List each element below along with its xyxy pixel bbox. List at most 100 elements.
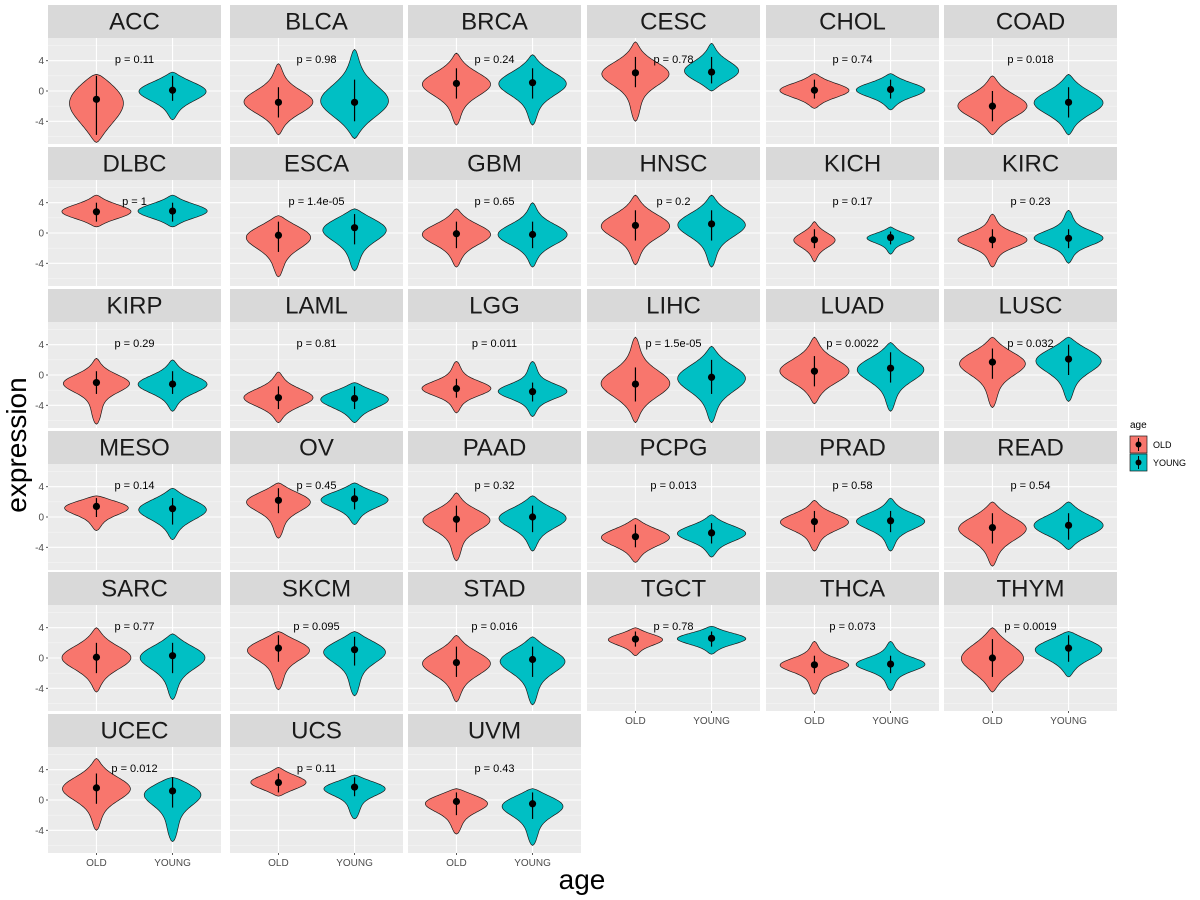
- median-point-young: [1064, 355, 1073, 363]
- p-value-label: p = 0.2: [657, 196, 691, 208]
- strip-label: ACC: [109, 9, 160, 36]
- median-point-young: [528, 800, 537, 808]
- strip-label: SARC: [101, 576, 168, 603]
- median-point-old: [92, 378, 101, 387]
- strip-label: CESC: [640, 9, 707, 36]
- median-point-young: [350, 394, 359, 403]
- median-point-old: [631, 69, 640, 77]
- y-tick-label: 4: [38, 198, 44, 209]
- strip-background: [587, 431, 760, 464]
- y-axis-title: expression: [1, 377, 32, 512]
- panel-hnsc: HNSC p = 0.2: [587, 147, 760, 286]
- p-value-label: p = 0.032: [1007, 338, 1053, 350]
- strip-label: UCS: [291, 718, 342, 745]
- violin-young: [323, 774, 386, 820]
- strip-label: DLBC: [102, 151, 166, 178]
- x-tick-label: OLD: [982, 716, 1003, 727]
- panel-ucec: UCEC 4 0 -4 p = 0.012 OLD YOUNG: [35, 714, 221, 869]
- panel-chol: CHOL p = 0.74: [766, 5, 939, 144]
- strip-label: PAAD: [463, 435, 527, 462]
- strip-background: [587, 572, 760, 605]
- median-point-young: [528, 388, 537, 396]
- x-tick-label: YOUNG: [1050, 716, 1087, 727]
- legend-label: YOUNG: [1153, 458, 1186, 468]
- median-point-young: [707, 68, 716, 76]
- strip-label: KIRP: [106, 293, 162, 320]
- p-value-label: p = 0.073: [829, 621, 875, 633]
- panel-read: READ p = 0.54: [944, 431, 1117, 570]
- median-point-old: [810, 367, 819, 375]
- p-value-label: p = 0.74: [832, 54, 872, 66]
- p-value-label: p = 1.5e-05: [646, 338, 702, 350]
- legend: age OLD YOUNG: [1129, 420, 1186, 472]
- median-point-old: [452, 658, 461, 667]
- strip-background: [766, 572, 939, 605]
- p-value-label: p = 1: [122, 196, 147, 208]
- strip-background: [766, 431, 939, 464]
- strip-label: ESCA: [284, 151, 349, 178]
- y-tick-label: 4: [38, 765, 44, 776]
- x-tick-label: YOUNG: [336, 858, 373, 869]
- p-value-label: p = 0.016: [471, 621, 517, 633]
- median-point-old: [92, 653, 101, 661]
- y-tick-label: -4: [35, 543, 44, 554]
- panel-lihc: LIHC p = 1.5e-05: [587, 289, 760, 428]
- median-point-young: [886, 364, 895, 372]
- strip-background: [408, 572, 581, 605]
- p-value-label: p = 0.45: [296, 480, 336, 492]
- median-point-young: [707, 373, 716, 381]
- p-value-label: p = 0.98: [296, 54, 336, 66]
- median-point-young: [350, 224, 359, 232]
- median-point-young: [707, 634, 716, 642]
- y-tick-label: 0: [38, 513, 44, 524]
- median-point-young: [1064, 521, 1073, 529]
- panel-sarc: SARC 4 0 -4 p = 0.77: [35, 572, 221, 711]
- y-tick-label: 0: [38, 229, 44, 240]
- median-point-old: [92, 502, 101, 510]
- median-point-old: [274, 394, 283, 402]
- x-tick-label: OLD: [268, 858, 289, 869]
- median-point-old: [810, 661, 819, 669]
- p-value-label: p = 0.77: [114, 621, 154, 633]
- panel-dlbc: DLBC 4 0 -4 p = 1: [35, 147, 221, 286]
- strip-background: [766, 147, 939, 180]
- strip-background: [408, 5, 581, 38]
- y-tick-label: 4: [38, 623, 44, 634]
- p-value-label: p = 0.011: [472, 338, 517, 350]
- median-point-young: [528, 79, 537, 87]
- p-value-label: p = 0.78: [653, 621, 693, 633]
- panel-skcm: SKCM p = 0.095: [230, 572, 403, 711]
- median-point-old: [988, 358, 997, 366]
- strip-background: [944, 289, 1117, 322]
- strip-background: [230, 147, 403, 180]
- p-value-label: p = 0.54: [1010, 480, 1050, 492]
- median-point-young: [350, 98, 359, 106]
- panel-meso: MESO 4 0 -4 p = 0.14: [35, 431, 221, 570]
- panel-kich: KICH p = 0.17: [766, 147, 939, 286]
- median-point-young: [886, 517, 895, 525]
- y-tick-label: 4: [38, 482, 44, 493]
- strip-background: [944, 572, 1117, 605]
- panel-gbm: GBM p = 0.65: [408, 147, 581, 286]
- strip-background: [944, 431, 1117, 464]
- median-point-young: [350, 783, 359, 791]
- legend-key-young: YOUNG: [1129, 453, 1186, 472]
- p-value-label: p = 0.0019: [1004, 621, 1056, 633]
- median-point-young: [168, 787, 177, 795]
- y-tick-label: -4: [35, 826, 44, 837]
- p-value-label: p = 0.81: [296, 338, 336, 350]
- median-point-old: [631, 380, 640, 388]
- strip-background: [48, 431, 221, 464]
- median-point-young: [168, 652, 177, 660]
- median-point-young: [168, 380, 177, 388]
- y-tick-label: 0: [38, 654, 44, 665]
- median-point-young: [168, 505, 177, 513]
- median-point-old: [92, 784, 101, 792]
- panel-lusc: LUSC p = 0.032: [944, 289, 1117, 428]
- y-tick-label: 0: [38, 87, 44, 98]
- strip-background: [48, 5, 221, 38]
- strip-background: [944, 147, 1117, 180]
- p-value-label: p = 0.11: [297, 763, 336, 775]
- strip-label: LIHC: [646, 293, 701, 320]
